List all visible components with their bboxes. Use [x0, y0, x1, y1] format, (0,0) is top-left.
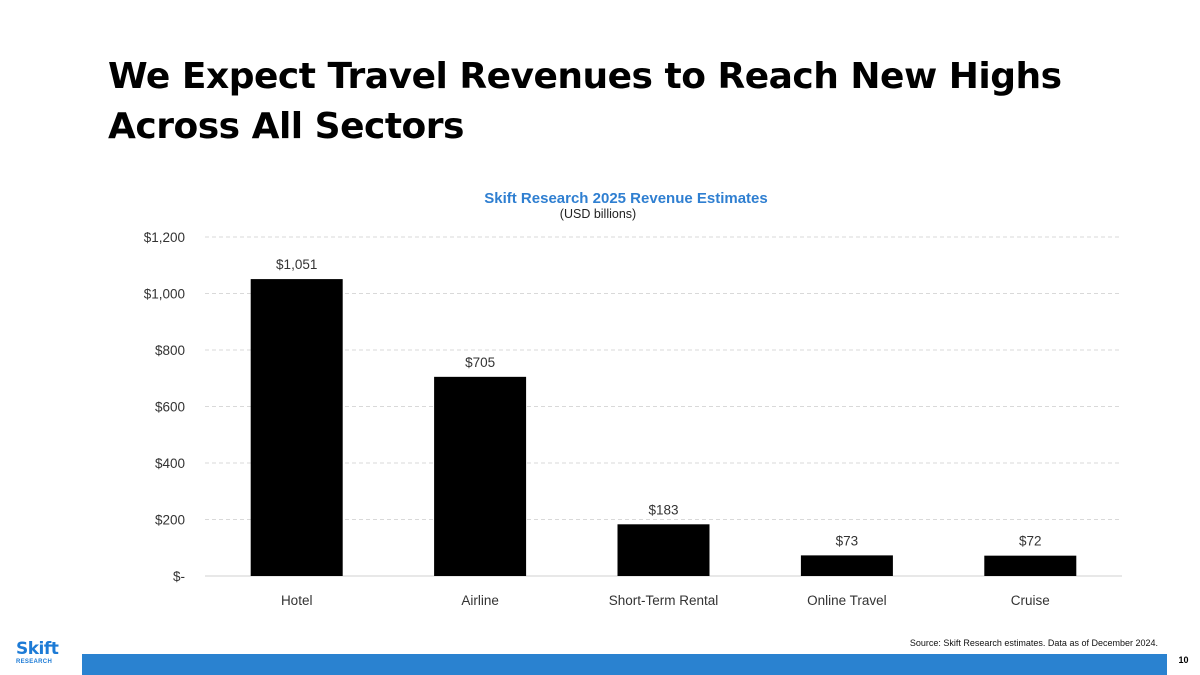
- x-category-label: Cruise: [1011, 593, 1050, 608]
- skift-research-logo: Skift RESEARCH: [16, 640, 66, 670]
- y-tick-label: $800: [155, 343, 185, 358]
- data-label: $73: [836, 533, 859, 548]
- slide-title: We Expect Travel Revenues to Reach New H…: [108, 56, 1062, 147]
- y-tick-label: $-: [173, 569, 185, 584]
- data-label: $183: [648, 502, 678, 517]
- chart-subtitle: (USD billions): [560, 207, 636, 221]
- x-category-label: Online Travel: [807, 593, 887, 608]
- data-label: $72: [1019, 534, 1042, 549]
- page-number: 10: [1178, 655, 1189, 665]
- y-tick-label: $200: [155, 513, 185, 528]
- bar-short-term-rental: [617, 524, 710, 576]
- y-tick-label: $600: [155, 400, 185, 415]
- logo-wordmark: Skift: [16, 639, 59, 659]
- y-tick-label: $1,000: [144, 287, 185, 302]
- bar-cruise: [984, 555, 1077, 576]
- x-category-label: Hotel: [281, 593, 313, 608]
- footer-accent-bar: [82, 654, 1167, 675]
- logo-subtitle: RESEARCH: [16, 659, 53, 665]
- data-label: $1,051: [276, 257, 317, 272]
- source-note: Source: Skift Research estimates. Data a…: [909, 638, 1158, 648]
- data-label: $705: [465, 355, 495, 370]
- y-tick-label: $1,200: [144, 230, 185, 245]
- y-tick-label: $400: [155, 456, 185, 471]
- bar-online-travel: [800, 555, 893, 576]
- chart-title: Skift Research 2025 Revenue Estimates: [484, 190, 767, 207]
- x-category-label: Short-Term Rental: [609, 593, 719, 608]
- x-category-label: Airline: [461, 593, 499, 608]
- bar-hotel: [250, 279, 343, 576]
- bar-airline: [434, 376, 527, 576]
